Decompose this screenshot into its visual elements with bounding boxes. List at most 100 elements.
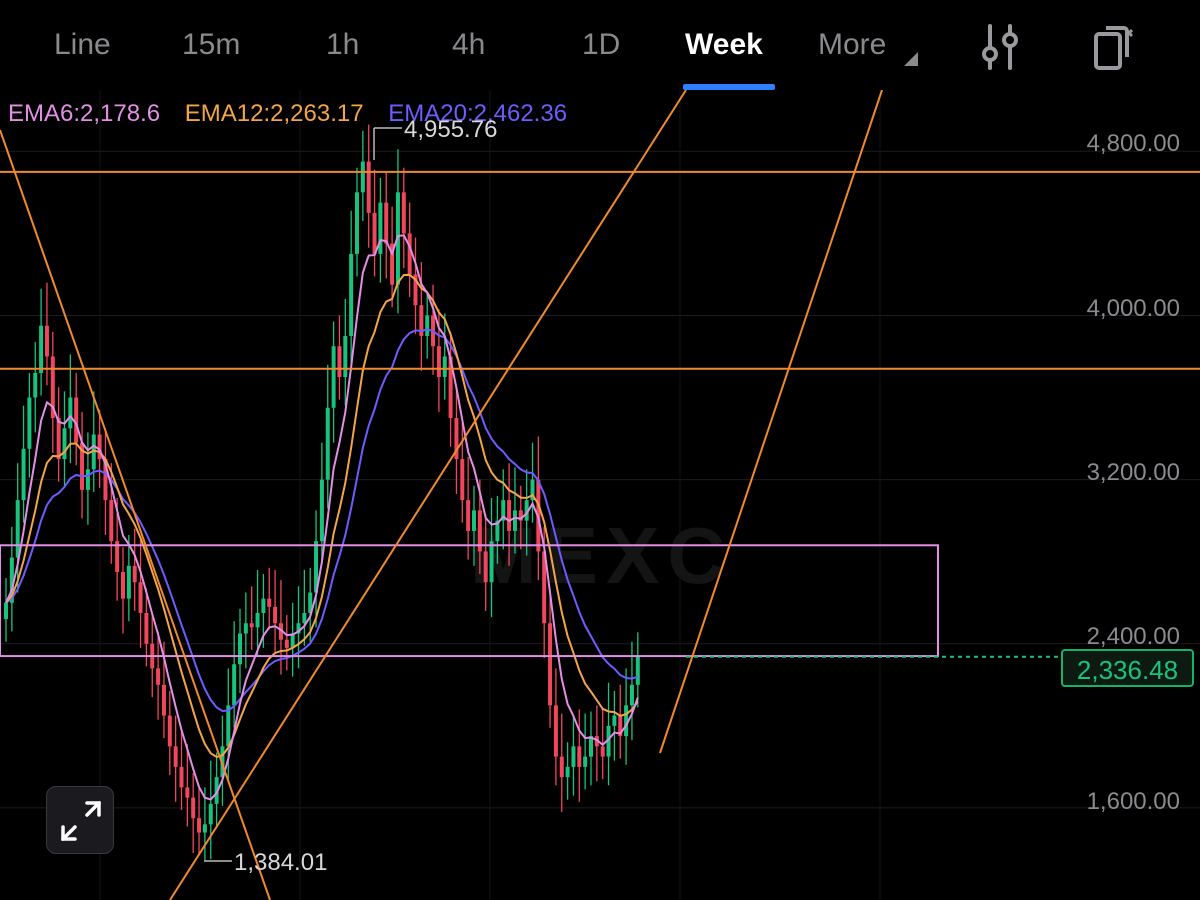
support-zone-box <box>0 544 939 658</box>
candle-body <box>296 623 301 634</box>
candle-body <box>33 372 38 398</box>
tab-more[interactable]: More <box>818 28 887 61</box>
candle-body <box>197 818 202 833</box>
candle-body <box>39 325 44 373</box>
candle-body <box>483 551 488 583</box>
candle-body <box>62 428 67 460</box>
trendline <box>0 129 271 900</box>
candle-body <box>530 479 535 501</box>
candle-body <box>27 397 32 449</box>
candle-body <box>366 161 371 213</box>
candle-body <box>156 668 161 685</box>
candle-body <box>44 325 49 357</box>
indicator-settings-icon[interactable] <box>976 20 1026 74</box>
candle-body <box>507 500 512 531</box>
timeframe-toolbar: Line 15m 1h 4h 1D Week More <box>0 0 1200 90</box>
tab-4h[interactable]: 4h <box>452 28 486 61</box>
candle-body <box>302 612 307 624</box>
candle-body <box>360 161 365 193</box>
candle-body <box>284 639 289 648</box>
ema12-line <box>5 273 639 759</box>
y-tick-label: 4,800.00 <box>1086 130 1180 157</box>
candle-body <box>466 500 471 531</box>
candlestick-chart <box>0 90 1200 900</box>
candle-body <box>436 346 441 378</box>
tab-15m[interactable]: 15m <box>182 28 241 61</box>
candle-body <box>179 766 184 788</box>
candle-body <box>68 397 73 429</box>
candle-body <box>273 606 278 624</box>
candle-body <box>191 797 196 819</box>
fullscreen-button[interactable] <box>46 786 114 854</box>
candle-body <box>121 571 125 599</box>
candle-body <box>477 510 482 552</box>
candle-body <box>518 510 523 521</box>
trendline <box>169 90 687 900</box>
candle-body <box>571 746 576 767</box>
candle-body <box>565 766 570 778</box>
candle-body <box>325 407 330 480</box>
active-tab-indicator <box>683 84 775 90</box>
copy-device-icon[interactable] <box>1090 20 1140 74</box>
candle-body <box>4 602 8 620</box>
candle-body <box>9 557 14 603</box>
candle-body <box>126 565 131 599</box>
candle-body <box>319 479 324 542</box>
ema20-line <box>5 328 639 713</box>
candle-body <box>226 705 231 747</box>
candle-body <box>460 459 465 501</box>
ema6-legend: EMA6:2,178.6 <box>8 100 161 127</box>
candle-body <box>384 202 389 244</box>
candle-body <box>278 623 283 640</box>
candle-body <box>448 356 453 419</box>
candle-body <box>606 725 611 757</box>
candle-body <box>401 192 406 234</box>
candle-body <box>413 274 418 306</box>
y-tick-label: 3,200.00 <box>1086 459 1180 486</box>
candle-body <box>407 233 412 275</box>
candle-body <box>314 541 319 593</box>
candle-body <box>249 623 254 628</box>
more-caret-icon <box>904 52 918 66</box>
chart-area[interactable]: MEXC <box>0 90 1200 900</box>
candle-body <box>618 715 623 737</box>
candle-body <box>583 756 588 767</box>
candle-body <box>635 656 640 685</box>
candle-body <box>109 500 114 542</box>
candle-body <box>372 212 377 254</box>
high-price-label: 4,955.76 <box>404 116 498 143</box>
candle-body <box>80 442 85 490</box>
candle-body <box>261 598 266 613</box>
current-price-badge: 2,336.48 <box>1061 649 1194 687</box>
candle-body <box>255 612 260 628</box>
candle-body <box>378 202 383 254</box>
candle-body <box>524 500 529 521</box>
candle-body <box>97 434 102 460</box>
candle-body <box>612 715 617 726</box>
tab-week[interactable]: Week <box>685 28 763 61</box>
candle-body <box>454 418 459 460</box>
candle-body <box>501 500 506 521</box>
candle-body <box>21 448 26 501</box>
ema20-legend: EMA20:2,462.36 <box>388 100 568 127</box>
candle-body <box>232 664 237 706</box>
candle-body <box>267 598 272 607</box>
candle-body <box>331 346 336 408</box>
watermark: MEXC <box>470 511 734 600</box>
tab-1h[interactable]: 1h <box>326 28 360 61</box>
tab-line[interactable]: Line <box>54 28 111 61</box>
candle-body <box>337 346 342 378</box>
expand-icon <box>61 801 101 841</box>
candle-body <box>624 705 629 737</box>
ema-legend: EMA6:2,178.6 EMA12:2,263.17 EMA20:2,462.… <box>8 100 585 128</box>
candle-body <box>542 551 547 624</box>
candle-body <box>115 541 120 572</box>
candle-body <box>442 356 447 378</box>
candle-body <box>495 520 500 542</box>
candle-body <box>600 746 605 757</box>
candle-body <box>91 434 96 470</box>
trendline <box>659 90 883 754</box>
candle-body <box>173 746 178 767</box>
tab-1d[interactable]: 1D <box>582 28 621 61</box>
candle-body <box>349 253 354 336</box>
